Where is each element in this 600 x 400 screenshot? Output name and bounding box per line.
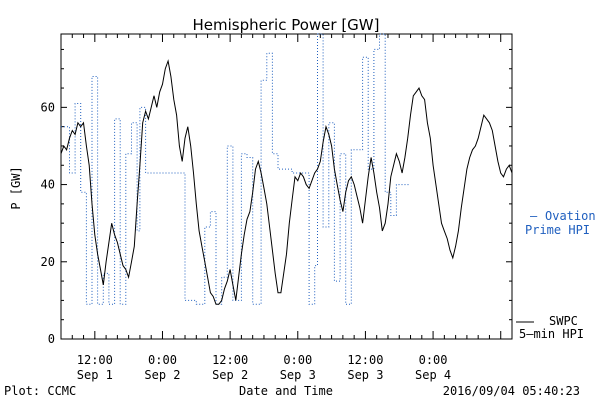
footer-credit: Plot: CCMC [4,384,76,398]
x-tick-time-label: 0:00 [419,353,448,367]
legend-ovation-label-1: Ovation [545,209,596,223]
y-axis-label: P [GW] [9,166,23,209]
y-tick-label: 60 [41,100,55,114]
x-tick-time-label: 12:00 [77,353,113,367]
footer-timestamp: 2016/09/04 05:40:23 [443,384,580,398]
y-tick-label: 40 [41,178,55,192]
y-tick-label: 20 [41,255,55,269]
legend-ovation-label-2: Prime HPI [525,223,590,237]
series-ovation-prime-hpi [61,33,411,305]
x-tick-day-label: Sep 1 [77,368,113,382]
x-tick-time-label: 12:00 [212,353,248,367]
x-tick-time-label: 12:00 [347,353,383,367]
x-tick-day-label: Sep 3 [280,368,316,382]
y-tick-label: 0 [48,332,55,346]
plot-frame [60,33,513,340]
x-tick-day-label: Sep 4 [415,368,451,382]
x-axis-label: Date and Time [239,384,333,398]
series-swpc-5min-hpi [60,59,513,305]
y-ticks: 0 20 40 60 [41,48,512,346]
x-tick-time-label: 0:00 [283,353,312,367]
legend-ovation-marker: – [530,209,538,223]
x-tick-day-label: Sep 3 [347,368,383,382]
x-tick-day-label: Sep 2 [144,368,180,382]
legend-swpc-label-1: SWPC [549,314,578,328]
chart-title: Hemispheric Power [GW] [193,16,380,34]
x-tick-day-label: Sep 2 [212,368,248,382]
x-tick-time-label: 0:00 [148,353,177,367]
legend-swpc-label-2: 5–min HPI [519,327,584,341]
